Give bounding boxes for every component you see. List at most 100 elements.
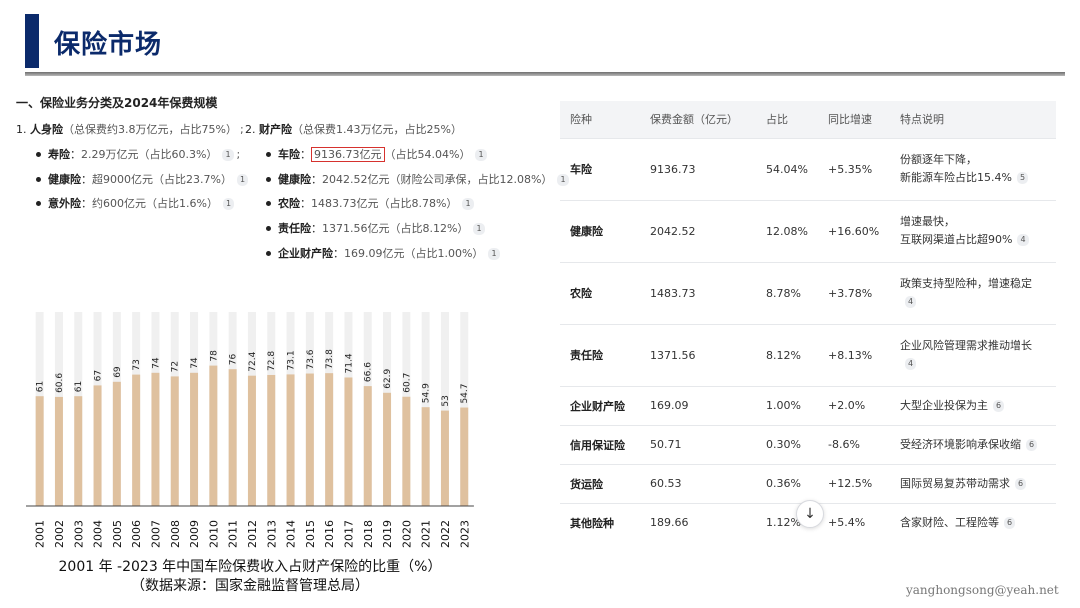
- citation-badge[interactable]: 6: [1015, 477, 1027, 490]
- cell-share: 0.30%: [756, 424, 818, 464]
- item-name: 责任险: [278, 222, 311, 235]
- bar-2022: [440, 410, 449, 506]
- cell-growth: +3.78%: [818, 261, 890, 324]
- cell-type: 责任险: [560, 323, 640, 386]
- citation-badge[interactable]: 1: [488, 248, 500, 260]
- data-label: 71.4: [344, 353, 354, 373]
- cell-amount: 189.66: [640, 502, 756, 542]
- citation-badge[interactable]: 1: [473, 223, 485, 235]
- citation-badge[interactable]: 4: [905, 296, 917, 308]
- citation-badge[interactable]: 6: [1026, 438, 1038, 451]
- x-tick-label: 2003: [72, 520, 85, 548]
- column-header: 同比增速: [818, 101, 890, 138]
- cell-feature: 含家财险、工程险等 6: [890, 502, 1056, 542]
- bullet-dot: [266, 151, 271, 157]
- bar-2012: [247, 375, 256, 506]
- item-colon: ：: [300, 197, 311, 210]
- data-label: 69: [113, 366, 123, 378]
- column-header: 保费金额（亿元）: [640, 101, 756, 138]
- bar-2007: [151, 372, 160, 506]
- category-index: 2.: [245, 123, 256, 136]
- x-tick-label: 2014: [285, 520, 298, 548]
- cell-feature: 大型企业投保为主 6: [890, 385, 1056, 425]
- watermark: yanghongsong@yeah.net: [906, 583, 1059, 597]
- x-tick-label: 2013: [265, 520, 278, 548]
- citation-badge[interactable]: 6: [1004, 516, 1016, 529]
- citation-badge[interactable]: 1: [222, 149, 234, 161]
- item-value: 169.09亿元（占比1.00%）: [344, 247, 484, 260]
- bar-2020: [402, 396, 411, 506]
- bullet-dot: [266, 225, 271, 231]
- bullet-dot: [36, 151, 41, 157]
- item-value: 2.29万亿元（占比60.3%）: [81, 148, 218, 161]
- item-colon: ：: [300, 148, 311, 161]
- cell-growth: +5.4%: [818, 502, 890, 542]
- citation-badge[interactable]: 1: [222, 198, 235, 210]
- citation-badge[interactable]: 1: [462, 198, 474, 210]
- data-label: 66.6: [364, 362, 374, 382]
- bullet-property-item: 农险：1483.73亿元（占比8.78%） 1: [266, 195, 474, 211]
- data-label: 73: [132, 359, 142, 370]
- x-tick-label: 2001: [34, 520, 47, 548]
- column-header: 险种: [560, 101, 640, 138]
- x-tick-label: 2005: [111, 520, 124, 548]
- section-heading: 一、保险业务分类及2024年保费规模: [16, 96, 218, 110]
- cell-growth: +16.60%: [818, 199, 890, 262]
- bullet-life-item: 意外险：约600亿元（占比1.6%） 1: [36, 195, 235, 211]
- cell-type: 其他险种: [560, 502, 640, 542]
- table-row: 信用保证险 50.71 0.30% -8.6% 受经济环境影响承保收缩 6: [560, 424, 1056, 464]
- cell-share: 8.12%: [756, 323, 818, 386]
- x-tick-label: 2023: [458, 520, 471, 548]
- citation-badge[interactable]: 5: [1016, 172, 1029, 184]
- x-tick-label: 2019: [381, 520, 394, 548]
- cell-amount: 9136.73: [640, 137, 756, 200]
- item-colon: ：: [311, 222, 322, 235]
- insurance-premium-table: 险种 保费金额（亿元） 占比 同比增速 特点说明 车险 9136.73 54.04%…: [560, 101, 1056, 542]
- data-label: 72.4: [248, 351, 258, 371]
- bar-2010: [209, 365, 218, 506]
- bar-2003: [74, 396, 83, 506]
- item-value: 超9000亿元（占比23.7%）: [92, 173, 232, 186]
- bullet-property-item: 企业财产险：169.09亿元（占比1.00%） 1: [266, 245, 500, 261]
- page-title: 保险市场: [54, 30, 163, 60]
- cell-type: 农险: [560, 261, 640, 324]
- bullet-dot: [36, 200, 41, 206]
- arrow-down-icon[interactable]: ↓: [796, 500, 824, 528]
- feature-text: 大型企业投保为主: [900, 398, 988, 412]
- x-tick-label: 2008: [169, 520, 182, 548]
- bar-2014: [286, 374, 295, 506]
- cell-type: 信用保证险: [560, 424, 640, 464]
- x-tick-label: 2009: [188, 520, 201, 548]
- citation-badge[interactable]: 4: [905, 358, 917, 370]
- car-insurance-share-chart: 61 2001 60.6 2002 61 2003 67 2004 69 2005 73 2006 74…: [26, 312, 474, 548]
- highlighted-value: 9136.73亿元: [311, 147, 385, 162]
- bullet-dot: [266, 200, 271, 206]
- cell-growth: +12.5%: [818, 463, 890, 503]
- data-label: 54.9: [422, 383, 432, 403]
- x-tick-label: 2006: [130, 520, 143, 548]
- item-name: 意外险: [48, 197, 81, 210]
- item-extra: （占比54.04%）: [384, 148, 471, 161]
- data-label: 67: [94, 370, 104, 381]
- bullet-dot: [36, 176, 41, 182]
- category-index: 1.: [16, 123, 27, 136]
- bar-background: [440, 312, 449, 506]
- table-row: 企业财产险 169.09 1.00% +2.0% 大型企业投保为主 6: [560, 385, 1056, 425]
- cell-feature: 份额逐年下降， 新能源车险占比15.4% 5: [890, 137, 1056, 200]
- cell-share: 0.36%: [756, 463, 818, 503]
- citation-badge[interactable]: 1: [475, 149, 487, 161]
- cell-share: 54.04%: [756, 137, 818, 200]
- item-value: 2042.52亿元（财险公司承保，占比12.08%）: [322, 173, 553, 186]
- item-colon: ：: [333, 247, 344, 260]
- citation-badge[interactable]: 4: [1017, 234, 1029, 246]
- item-name: 农险: [278, 197, 300, 210]
- citation-badge[interactable]: 1: [236, 174, 249, 186]
- citation-badge[interactable]: 6: [993, 399, 1005, 412]
- cell-growth: +5.35%: [818, 137, 890, 200]
- category-note: （总保费约3.8万亿元，占比75%）: [63, 123, 237, 136]
- table-header-row: 险种 保费金额（亿元） 占比 同比增速 特点说明: [560, 101, 1056, 138]
- bar-2023: [460, 407, 469, 506]
- bullet-property-item: 车险： 9136.73亿元 （占比54.04%） 1: [266, 146, 487, 162]
- feature-text: 增速最快，: [900, 215, 955, 228]
- cell-growth: +2.0%: [818, 385, 890, 425]
